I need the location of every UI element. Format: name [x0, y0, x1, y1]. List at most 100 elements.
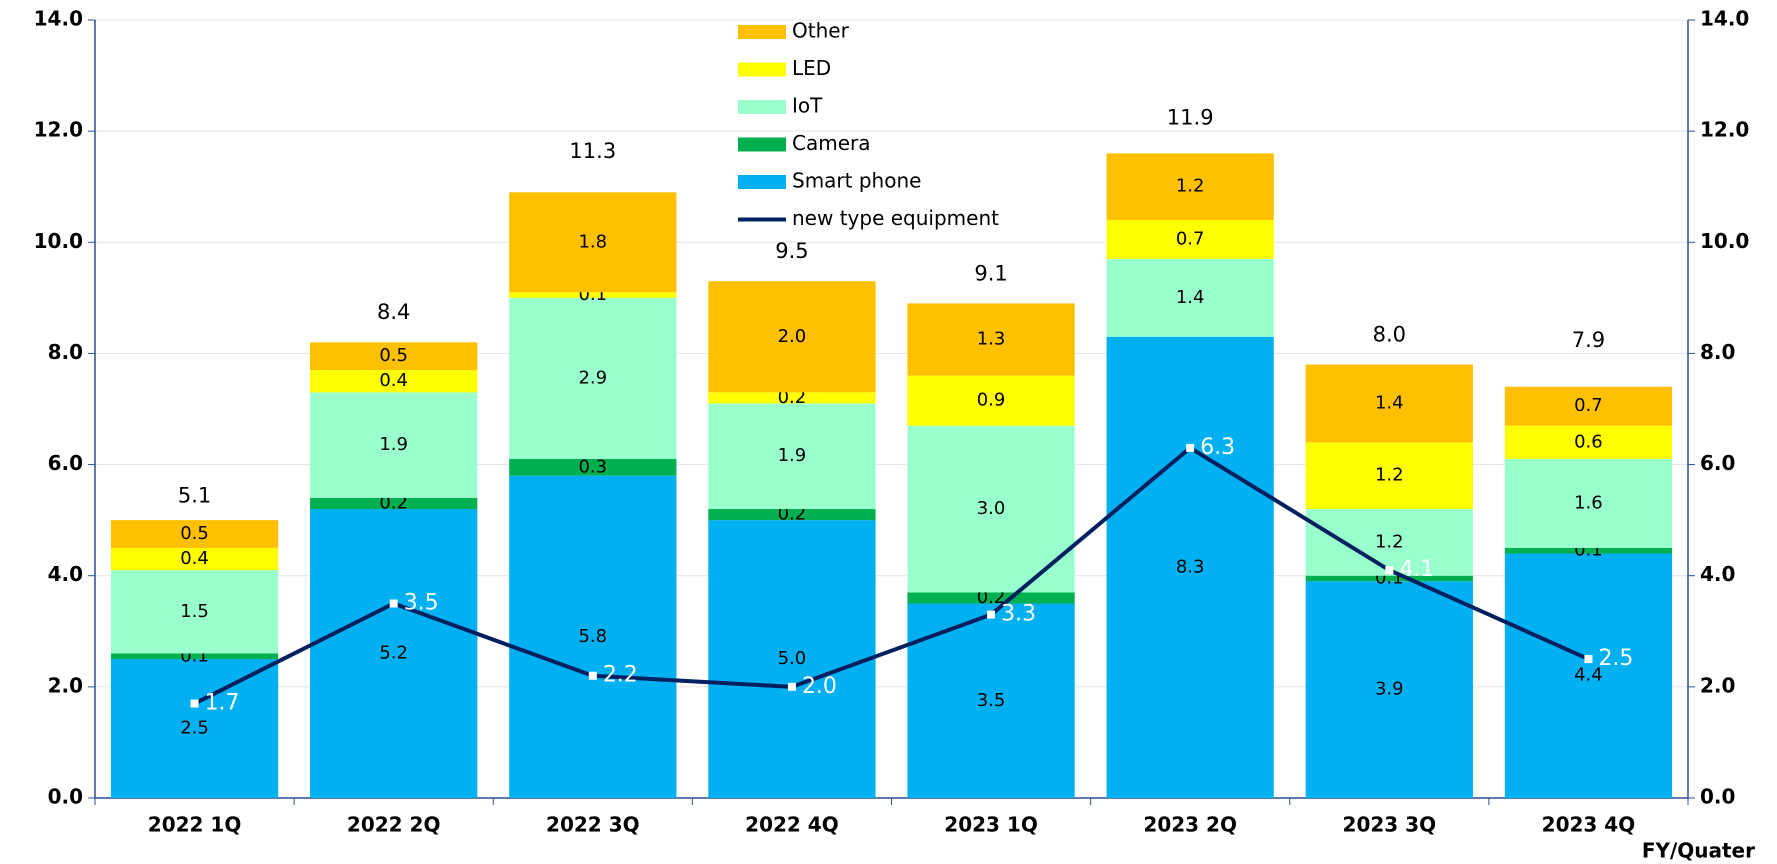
line-label: 3.3 — [1001, 602, 1036, 627]
line-label: 2.5 — [1598, 646, 1633, 671]
line-label: 6.3 — [1200, 435, 1235, 460]
y-tick-label: 4.0 — [48, 562, 83, 586]
bar-segment — [110, 570, 279, 654]
bar-segment — [1106, 258, 1274, 337]
line-marker — [787, 682, 796, 691]
segment-label: 1.9 — [778, 445, 807, 466]
segment-label: 1.9 — [379, 434, 408, 455]
segment-label: 2.9 — [578, 367, 607, 388]
line-label: 3.5 — [404, 591, 439, 616]
y2-tick-label: 4.0 — [1700, 562, 1735, 586]
y-tick-label: 2.0 — [48, 673, 83, 697]
bar-segment — [708, 520, 876, 798]
y-tick-label: 12.0 — [34, 118, 83, 142]
segment-label: 3.5 — [977, 690, 1006, 711]
line — [193, 445, 1590, 706]
bar-segment — [1504, 386, 1673, 426]
line-label: 1.7 — [205, 691, 240, 716]
bar-segment — [708, 281, 876, 393]
y2-tick-label: 6.0 — [1700, 451, 1735, 475]
y-tick-label: 8.0 — [48, 340, 83, 364]
legend-label: new type equipment — [792, 206, 999, 230]
x-tick-label: 2023 1Q — [944, 813, 1038, 837]
legend-label: LED — [792, 56, 831, 80]
segment-label: 1.5 — [180, 601, 209, 622]
bar-segment — [110, 520, 279, 548]
total-label: 7.9 — [1572, 328, 1605, 352]
bar-segment — [708, 403, 876, 510]
legend-swatch — [738, 62, 786, 77]
segment-label: 3.9 — [1375, 679, 1404, 700]
line-marker — [1385, 566, 1394, 575]
segment-label: 3.0 — [977, 498, 1006, 519]
bar-segment — [907, 425, 1075, 593]
bar-segment — [110, 653, 279, 660]
legend-label: IoT — [792, 94, 823, 118]
bar-segment — [907, 592, 1075, 604]
y2-tick-label: 14.0 — [1700, 7, 1749, 31]
bar-segment — [1106, 153, 1274, 221]
bar-segment — [708, 509, 876, 521]
y2-tick-label: 12.0 — [1700, 118, 1749, 142]
line-label: 2.2 — [603, 663, 638, 688]
bar-segment — [1504, 425, 1673, 460]
legend-swatch — [738, 25, 786, 39]
segment-label: 1.3 — [977, 329, 1006, 350]
segment-label: 1.8 — [578, 231, 607, 252]
x-tick-label: 2023 3Q — [1343, 813, 1437, 837]
total-label: 11.9 — [1167, 106, 1214, 130]
legend-swatch — [738, 175, 786, 189]
bar-segment — [509, 292, 677, 298]
bar-segment — [509, 297, 677, 460]
bar-segment — [1106, 220, 1274, 259]
bar-segment — [1305, 581, 1473, 798]
legend-label: Smart phone — [792, 169, 921, 193]
y-tick-label: 6.0 — [48, 451, 83, 475]
y-tick-label: 0.0 — [48, 785, 83, 809]
bar-segment — [509, 459, 677, 476]
segment-label: 0.9 — [977, 390, 1006, 411]
segment-label: 8.3 — [1176, 556, 1205, 577]
bar-segment — [907, 375, 1075, 426]
segment-label: 0.5 — [180, 523, 209, 544]
bar-segment — [509, 192, 677, 293]
y2-tick-label: 8.0 — [1700, 340, 1735, 364]
x-tick-label: 2023 4Q — [1542, 813, 1636, 837]
bar-segment — [1504, 547, 1673, 554]
total-label: 8.0 — [1373, 322, 1406, 346]
segment-label: 1.4 — [1375, 392, 1404, 413]
x-tick-label: 2022 4Q — [745, 813, 839, 837]
total-label: 9.5 — [775, 239, 808, 263]
bar-segment — [310, 509, 478, 798]
x-tick-label: 2023 2Q — [1143, 813, 1237, 837]
total-label: 8.4 — [377, 300, 410, 324]
bar-segment — [509, 475, 677, 798]
bar-segment — [1504, 459, 1673, 548]
segment-label: 5.0 — [778, 648, 807, 669]
segment-label: 1.2 — [1176, 176, 1205, 197]
segment-label: 1.4 — [1176, 287, 1205, 308]
legend-label: Other — [792, 19, 850, 43]
line-marker — [1584, 655, 1593, 664]
segment-label: 0.4 — [379, 370, 408, 391]
segment-label: 2.5 — [180, 718, 209, 739]
line-label: 2.0 — [802, 674, 837, 699]
bar-segment — [1305, 575, 1473, 582]
y2-tick-label: 0.0 — [1700, 785, 1735, 809]
segment-label: 5.2 — [379, 643, 408, 664]
segment-label: 0.3 — [578, 456, 607, 477]
bar-segment — [1305, 509, 1473, 576]
segment-label: 0.4 — [180, 548, 209, 569]
line-marker — [987, 610, 996, 619]
bar-segment — [1305, 364, 1473, 443]
line-marker — [1186, 443, 1195, 452]
line-marker — [190, 699, 199, 708]
x-tick-label: 2022 1Q — [148, 813, 242, 837]
bar-segment — [708, 392, 876, 404]
bar-segment — [1106, 336, 1274, 798]
segment-label: 1.2 — [1375, 465, 1404, 486]
segment-label: 0.7 — [1574, 395, 1603, 416]
x-tick-label: 2022 2Q — [347, 813, 441, 837]
segment-label: 2.0 — [778, 326, 807, 347]
